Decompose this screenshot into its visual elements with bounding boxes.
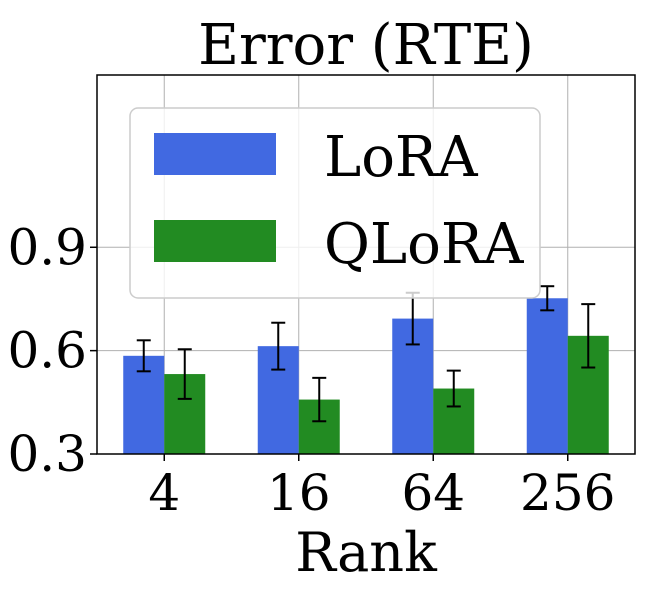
y-tick-label: 0.3 (7, 425, 87, 483)
bars (123, 298, 609, 454)
y-tick-label: 0.9 (7, 218, 87, 276)
x-axis-label: Rank (295, 521, 438, 584)
x-tick-label: 256 (520, 464, 615, 522)
y-axis-ticks: 0.3 0.6 0.9 (7, 218, 97, 483)
legend-label-lora: LoRA (324, 125, 478, 190)
x-tick-label: 64 (401, 464, 465, 522)
x-tick-label: 16 (267, 464, 331, 522)
x-axis-ticks: 4 16 64 256 (148, 454, 615, 522)
legend-swatch-lora (154, 133, 276, 175)
x-tick-label: 4 (148, 464, 180, 522)
plot-area-frame (96, 74, 636, 455)
bar-lora (526, 298, 568, 454)
legend: LoRA QLoRA (129, 107, 541, 299)
y-tick-label: 0.6 (7, 322, 87, 380)
chart-title: Error (RTE) (198, 13, 534, 78)
error-bars (136, 285, 596, 423)
legend-label-qlora: QLoRA (324, 212, 524, 277)
legend-swatch-qlora (154, 220, 276, 262)
